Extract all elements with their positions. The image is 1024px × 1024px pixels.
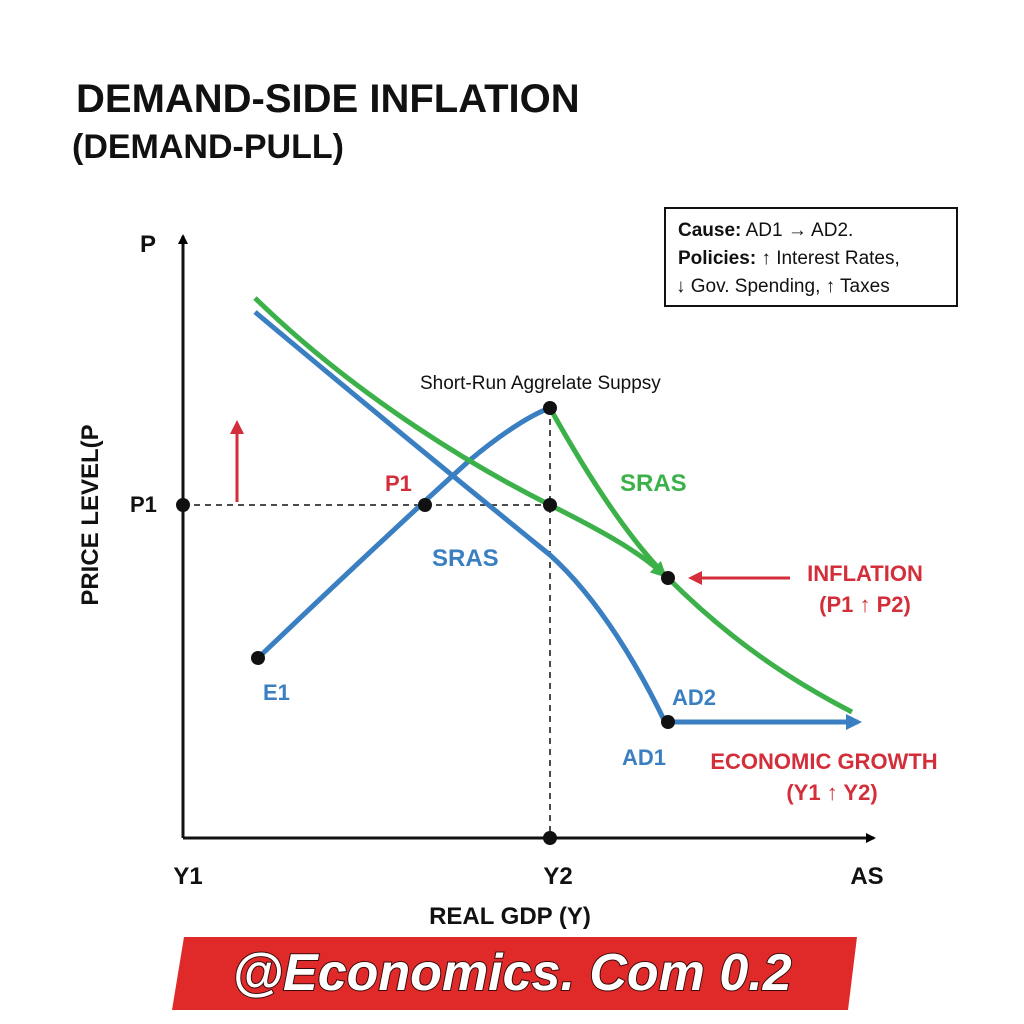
- y-axis-letter: P: [140, 231, 156, 258]
- y-tick-label: P1: [130, 492, 157, 517]
- annotation: (Y1 ↑ Y2): [786, 780, 877, 805]
- note-label: Policies:: [678, 248, 756, 269]
- note-label: Cause:: [678, 220, 741, 241]
- subtitle: (DEMAND-PULL): [72, 128, 344, 166]
- note-line: Policies: ↑ Interest Rates,: [678, 248, 900, 269]
- curve-label: SRAS: [432, 545, 499, 572]
- note-text: AD1 → AD2.: [741, 220, 853, 241]
- point: [418, 498, 432, 512]
- curve-label: SRAS: [620, 470, 687, 497]
- annotation: (P1 ↑ P2): [819, 592, 911, 617]
- x-axis-title: REAL GDP (Y): [429, 903, 591, 930]
- point: [543, 401, 557, 415]
- point-label: E1: [263, 680, 290, 705]
- note-text: ↑ Interest Rates,: [756, 248, 900, 269]
- banner-text: @Economics. Com 0.2: [232, 944, 791, 1002]
- y-axis-title: PRICE LEVEL(P: [77, 424, 104, 605]
- sras-curve: [547, 406, 854, 715]
- curve-caption: Short-Run Aggrelate Suppsy: [420, 373, 661, 394]
- x-tick-label: AS: [850, 863, 883, 890]
- x-tick-label: Y1: [173, 863, 202, 890]
- note-box: [664, 207, 958, 307]
- curve-label: AD2: [672, 685, 716, 710]
- point: [251, 651, 265, 665]
- ad-curve: [253, 310, 862, 730]
- point: [661, 571, 675, 585]
- point: [543, 498, 557, 512]
- points: [176, 401, 675, 845]
- ad-curve: [253, 296, 667, 578]
- note-line: ↓ Gov. Spending, ↑ Taxes: [676, 276, 890, 297]
- title: DEMAND-SIDE INFLATION: [76, 77, 580, 121]
- x-tick-label: Y2: [543, 863, 572, 890]
- banner: [172, 937, 857, 1010]
- sras-curve: [256, 405, 551, 660]
- point-label: P1: [385, 471, 412, 496]
- annotation: ECONOMIC GROWTH: [710, 749, 937, 774]
- point: [176, 498, 190, 512]
- note-line: Cause: AD1 → AD2.: [678, 220, 853, 241]
- point: [661, 715, 675, 729]
- point: [543, 831, 557, 845]
- curve-label: AD1: [622, 745, 666, 770]
- annotation: INFLATION: [807, 561, 923, 586]
